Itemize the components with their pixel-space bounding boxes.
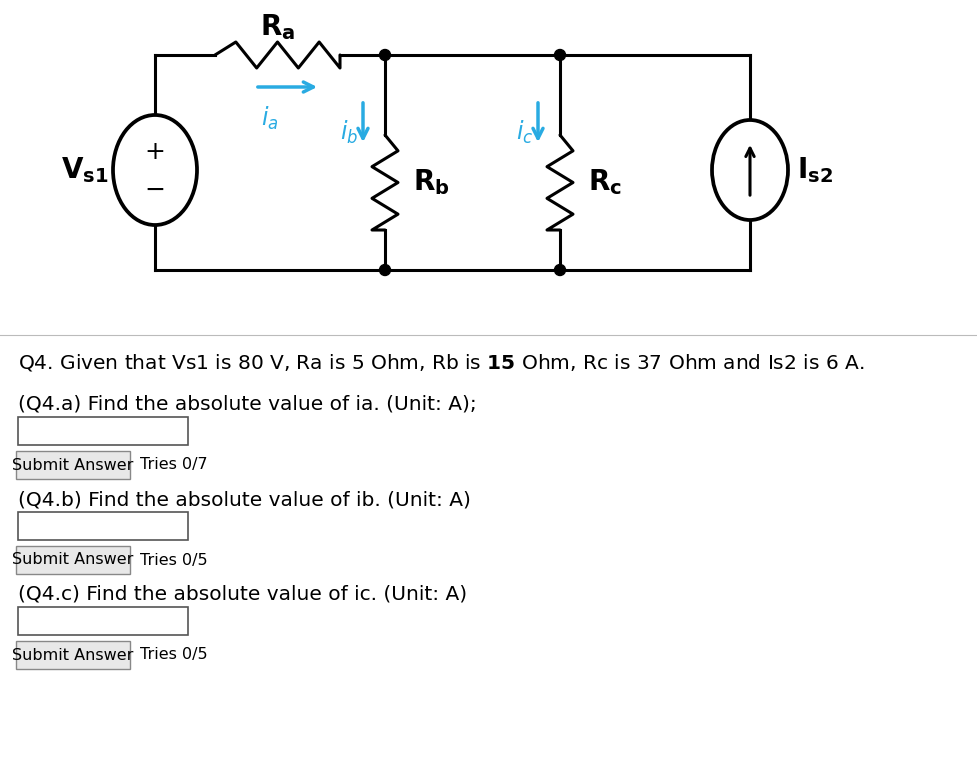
Text: Tries 0/5: Tries 0/5 — [140, 553, 208, 567]
Text: $i_a$: $i_a$ — [261, 105, 278, 132]
Text: Submit Answer: Submit Answer — [13, 647, 134, 663]
Text: $\mathbf{R_b}$: $\mathbf{R_b}$ — [413, 168, 449, 197]
Circle shape — [379, 265, 391, 275]
Text: Tries 0/5: Tries 0/5 — [140, 647, 208, 663]
Text: Submit Answer: Submit Answer — [13, 458, 134, 473]
Text: Tries 0/7: Tries 0/7 — [140, 458, 208, 473]
Text: Q4. Given that Vs1 is 80 V, Ra is 5 Ohm, Rb is $\mathbf{15}$ Ohm, Rc is 37 Ohm a: Q4. Given that Vs1 is 80 V, Ra is 5 Ohm,… — [18, 352, 865, 373]
FancyBboxPatch shape — [16, 451, 130, 479]
Text: +: + — [145, 140, 165, 164]
Text: $i_b$: $i_b$ — [340, 119, 358, 146]
FancyBboxPatch shape — [18, 417, 188, 445]
Circle shape — [555, 265, 566, 275]
FancyBboxPatch shape — [16, 546, 130, 574]
Ellipse shape — [712, 120, 788, 220]
Text: $\mathbf{V_{s1}}$: $\mathbf{V_{s1}}$ — [62, 155, 108, 185]
FancyBboxPatch shape — [18, 512, 188, 540]
Text: $\mathbf{R_c}$: $\mathbf{R_c}$ — [588, 168, 622, 197]
Text: (Q4.c) Find the absolute value of ic. (Unit: A): (Q4.c) Find the absolute value of ic. (U… — [18, 585, 467, 604]
Text: Submit Answer: Submit Answer — [13, 553, 134, 567]
Text: (Q4.a) Find the absolute value of ia. (Unit: A);: (Q4.a) Find the absolute value of ia. (U… — [18, 395, 477, 414]
Text: $i_c$: $i_c$ — [516, 119, 533, 146]
Circle shape — [555, 50, 566, 61]
Ellipse shape — [113, 115, 197, 225]
Text: $\mathbf{R_a}$: $\mathbf{R_a}$ — [260, 12, 295, 42]
Text: (Q4.b) Find the absolute value of ib. (Unit: A): (Q4.b) Find the absolute value of ib. (U… — [18, 490, 471, 509]
Circle shape — [379, 50, 391, 61]
Text: $\mathbf{I_{s2}}$: $\mathbf{I_{s2}}$ — [797, 155, 833, 185]
FancyBboxPatch shape — [16, 641, 130, 669]
Text: −: − — [145, 178, 165, 202]
FancyBboxPatch shape — [18, 607, 188, 635]
